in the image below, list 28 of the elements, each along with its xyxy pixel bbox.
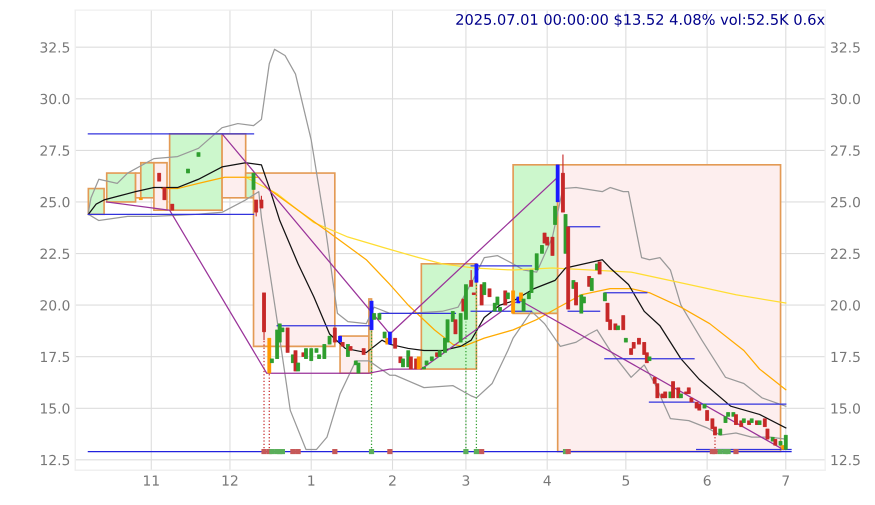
y-tick-label: 20.0 xyxy=(40,300,70,311)
y-tick-label: 30.0 xyxy=(40,94,70,104)
y2-tick-label: 17.5 xyxy=(832,352,860,362)
y-tick-label: 15.0 xyxy=(40,403,70,414)
x-tick-label: 4 xyxy=(543,475,551,486)
y-tick-label: 32.5 xyxy=(40,42,70,53)
y2-tick-label: 20.0 xyxy=(831,300,860,311)
x-tick-label: 1 xyxy=(308,475,314,486)
y-tick-label: 25.0 xyxy=(40,196,70,208)
x-tick-label: 5 xyxy=(622,475,630,486)
y2-tick-label: 15.0 xyxy=(832,403,860,414)
y-tick-label: 12.5 xyxy=(40,454,70,466)
y2-tick-label: 22.5 xyxy=(831,248,860,260)
y2-tick-label: 12.5 xyxy=(832,454,860,466)
x-tick-label: 6 xyxy=(704,475,711,486)
y2-tick-label: 32.5 xyxy=(831,42,860,53)
y2-tick-label: 30.0 xyxy=(831,94,860,104)
x-tick-label: 12 xyxy=(222,475,238,486)
x-tick-label: 2 xyxy=(389,475,396,486)
y2-tick-label: 27.5 xyxy=(831,145,860,156)
y-tick-label: 22.5 xyxy=(40,248,70,260)
chart-title: 2025.07.01 00:00:00 $13.52 4.08% vol:52.5K 0.6x xyxy=(456,14,825,27)
x-tick-label: 7 xyxy=(782,475,790,486)
x-tick-label: 3 xyxy=(462,475,470,486)
y-tick-label: 27.5 xyxy=(40,145,70,156)
y-tick-label: 17.5 xyxy=(40,352,70,362)
x-tick-label: 11 xyxy=(144,475,159,486)
y2-tick-label: 25.0 xyxy=(831,196,860,208)
